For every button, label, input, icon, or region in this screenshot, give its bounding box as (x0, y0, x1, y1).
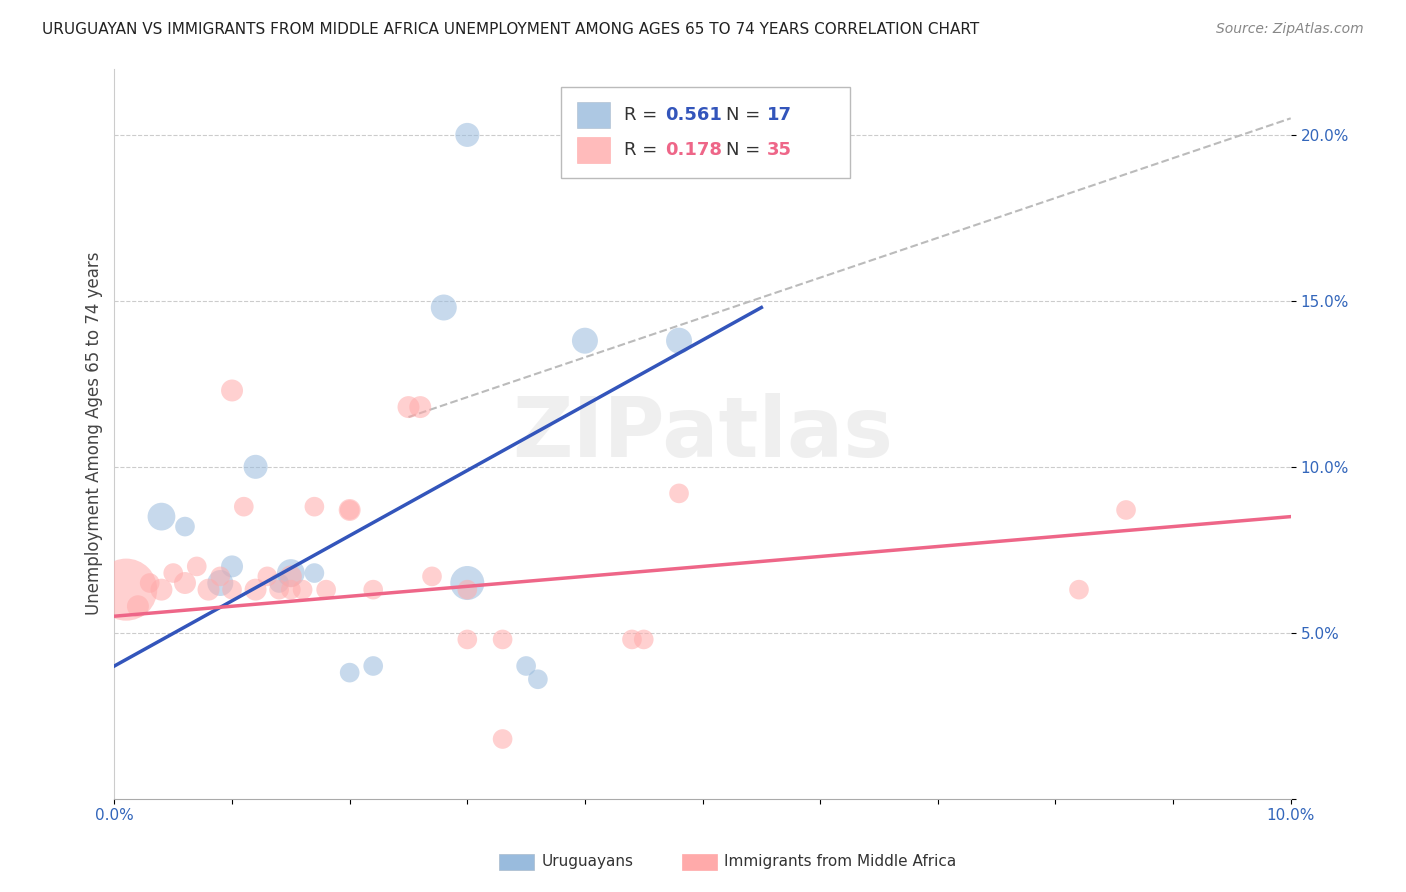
Point (115, 582, 138, 597)
FancyBboxPatch shape (561, 87, 849, 178)
Point (491, 731, 513, 746)
Point (456, 576, 478, 591)
Point (1115, 503, 1137, 517)
Text: R =: R = (624, 141, 662, 160)
Point (668, 486, 690, 500)
Point (633, 632, 655, 647)
Point (456, 582, 478, 597)
Point (245, 582, 267, 597)
Text: Source: ZipAtlas.com: Source: ZipAtlas.com (1216, 22, 1364, 37)
Point (1067, 582, 1090, 597)
Point (209, 576, 232, 591)
Point (420, 569, 443, 583)
Text: N =: N = (725, 141, 766, 160)
Point (269, 582, 291, 597)
FancyBboxPatch shape (576, 102, 610, 128)
Point (269, 576, 291, 591)
Point (574, 334, 596, 348)
Point (361, 582, 384, 597)
Text: 0.178: 0.178 (665, 141, 721, 160)
Point (361, 659, 384, 673)
Point (433, 301, 456, 315)
Point (150, 509, 173, 524)
Point (186, 559, 208, 574)
Point (339, 503, 361, 517)
Text: Immigrants from Middle Africa: Immigrants from Middle Africa (724, 855, 956, 869)
Point (221, 559, 243, 574)
Point (162, 566, 184, 580)
Point (221, 384, 243, 398)
Text: 17: 17 (768, 106, 792, 124)
Text: Uruguayans: Uruguayans (541, 855, 633, 869)
Point (232, 500, 254, 514)
Point (197, 582, 219, 597)
Point (280, 569, 302, 583)
Point (456, 128, 478, 142)
Text: 35: 35 (768, 141, 792, 160)
FancyBboxPatch shape (576, 137, 610, 163)
Point (456, 632, 478, 647)
Point (527, 673, 550, 687)
Point (150, 582, 173, 597)
Text: R =: R = (624, 106, 662, 124)
Point (315, 582, 337, 597)
Point (209, 569, 232, 583)
Y-axis label: Unemployment Among Ages 65 to 74 years: Unemployment Among Ages 65 to 74 years (86, 252, 103, 615)
Point (138, 576, 160, 591)
Point (280, 566, 302, 580)
Point (515, 659, 537, 673)
Point (398, 400, 420, 414)
Text: 0.561: 0.561 (665, 106, 721, 124)
Text: URUGUAYAN VS IMMIGRANTS FROM MIDDLE AFRICA UNEMPLOYMENT AMONG AGES 65 TO 74 YEAR: URUGUAYAN VS IMMIGRANTS FROM MIDDLE AFRI… (42, 22, 980, 37)
Text: ZIPatlas: ZIPatlas (512, 393, 893, 475)
Point (256, 569, 278, 583)
Point (221, 582, 243, 597)
Point (409, 400, 432, 414)
Point (668, 334, 690, 348)
Point (174, 519, 197, 533)
Point (339, 665, 361, 680)
Point (620, 632, 643, 647)
Point (280, 582, 302, 597)
Point (127, 599, 149, 614)
Point (491, 632, 513, 647)
Point (174, 576, 197, 591)
Point (245, 459, 267, 474)
Point (291, 582, 314, 597)
Point (304, 566, 326, 580)
Point (339, 503, 361, 517)
Point (304, 500, 326, 514)
Text: N =: N = (725, 106, 766, 124)
